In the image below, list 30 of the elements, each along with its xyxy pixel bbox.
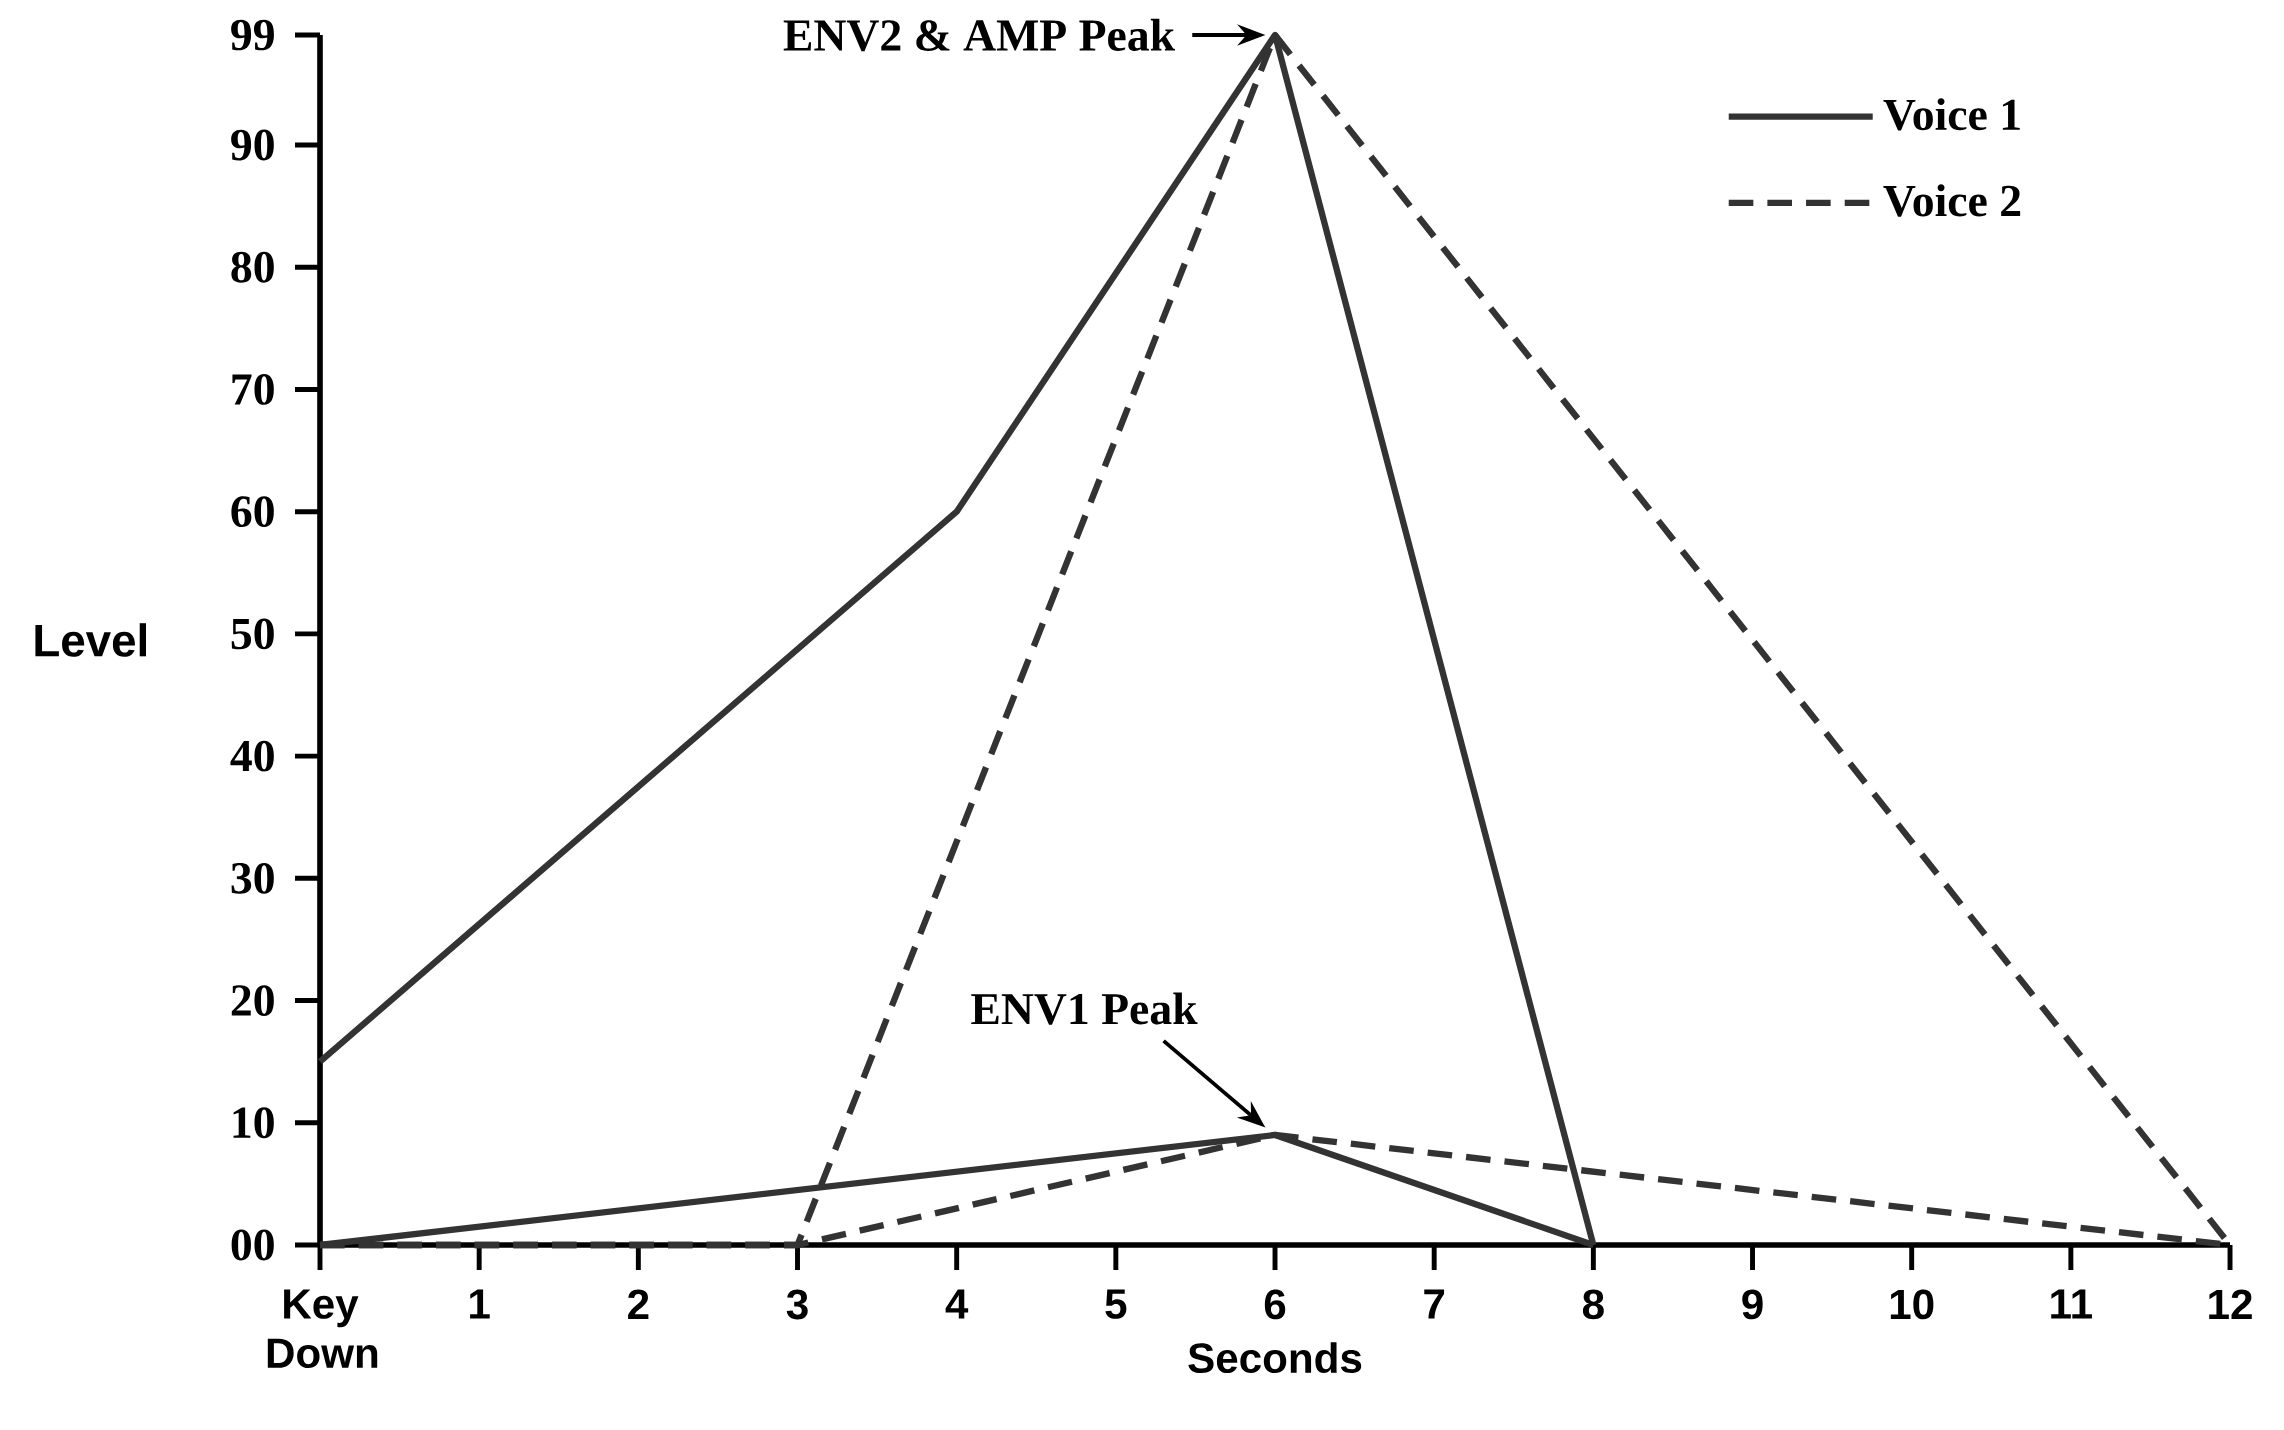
x-tick-label: 8 (1582, 1289, 1604, 1320)
y-tick-label: 70 (232, 374, 274, 405)
x-tick-label: 11 (2051, 1289, 2092, 1319)
x-axis-title: Seconds (1188, 1342, 1362, 1374)
y-tick-label: 90 (231, 129, 274, 161)
y-tick-label: 40 (230, 740, 274, 772)
x-tick-label: 5 (1105, 1289, 1127, 1319)
x-tick-label: 1 (470, 1289, 490, 1319)
legend-label: Voice 2 (1883, 184, 2021, 217)
y-tick-label: 00 (231, 1229, 274, 1261)
y-tick-label: 60 (231, 496, 274, 528)
x-tick-label: 6 (1264, 1289, 1286, 1320)
x-tick-label: 4 (945, 1289, 969, 1319)
x-tick-label: 10 (1890, 1289, 1934, 1320)
annotation: ENV1 Peak (971, 992, 1198, 1025)
x-tick-label: 9 (1742, 1289, 1763, 1320)
y-tick-label: 30 (231, 862, 274, 894)
y-tick-label: 99 (231, 19, 274, 51)
y-axis-title: Level (35, 623, 146, 657)
y-tick-label: 50 (231, 618, 274, 650)
x-tick-label: 2 (628, 1289, 649, 1319)
y-tick-label: 10 (233, 1107, 274, 1139)
x-tick-label: 7 (1424, 1289, 1445, 1319)
x-tick-label: 12 (2209, 1289, 2252, 1319)
y-tick-label: 80 (231, 251, 274, 283)
legend-label: Voice 1 (1883, 98, 2020, 131)
x-tick-label: 3 (786, 1289, 808, 1320)
x-tick-label: Key Down (267, 1289, 378, 1369)
annotation: ENV2 & AMP Peak (783, 18, 1175, 52)
y-tick-label: 20 (231, 985, 274, 1016)
